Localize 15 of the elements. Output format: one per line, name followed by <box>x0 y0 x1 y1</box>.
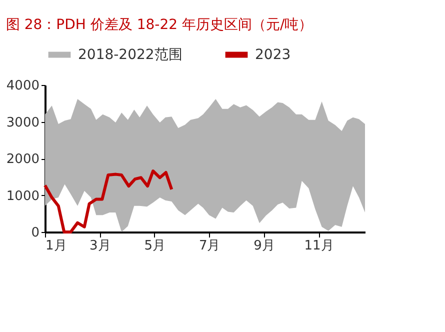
chart-title: 图 28：PDH 价差及 18-22 年历史区间（元/吨） <box>6 17 313 33</box>
y-tick-label: 2000 <box>6 152 40 167</box>
x-tick-label: 11月 <box>304 238 334 254</box>
legend-label: 2023 <box>255 46 291 63</box>
y-tick-label: 4000 <box>6 78 40 94</box>
legend-label: 2018-2022范围 <box>78 46 182 63</box>
line-series <box>44 169 174 234</box>
x-tick-label: 3月 <box>90 238 111 254</box>
x-tick-label: 5月 <box>144 238 166 254</box>
y-tick-label: 0 <box>31 226 40 240</box>
x-tick-label: 1月 <box>46 238 67 254</box>
x-tick-label: 9月 <box>254 238 275 254</box>
y-tick-label: 3000 <box>6 115 40 130</box>
x-tick-label: 7月 <box>198 238 220 254</box>
y-tick-label: 1000 <box>6 188 40 204</box>
